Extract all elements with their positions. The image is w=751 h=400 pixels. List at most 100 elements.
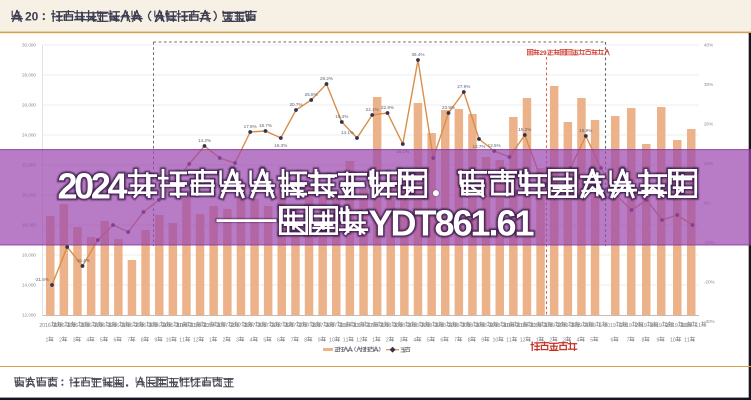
svg-text:7: 7 [266,323,269,329]
svg-text:1: 1 [698,323,701,329]
svg-text:9: 9 [579,323,582,329]
svg-text:2: 2 [271,323,274,329]
svg-text:0: 0 [451,323,454,329]
svg-text:2: 2 [666,323,669,329]
svg-text:29.2%: 29.2% [320,76,333,81]
svg-text:2: 2 [244,323,247,329]
svg-text:2: 2 [475,323,478,329]
svg-text:20%: 20% [704,122,713,127]
svg-text:1: 1 [354,323,357,329]
svg-text:2: 2 [380,323,383,329]
svg-text:0: 0 [560,323,563,329]
svg-text:9: 9 [327,323,330,329]
svg-text:1: 1 [179,338,182,344]
svg-text:2: 2 [68,323,71,329]
svg-text:0: 0 [260,323,263,329]
svg-text:2: 2 [448,323,451,329]
svg-text:1: 1 [522,323,525,329]
svg-text:0: 0 [533,323,536,329]
svg-text:1: 1 [641,323,644,329]
svg-text:6: 6 [102,323,105,329]
svg-text:8: 8 [141,338,144,344]
svg-text:0: 0 [464,323,467,329]
svg-text:5: 5 [263,338,266,344]
svg-text:0: 0 [287,323,290,329]
svg-text:9: 9 [629,323,632,329]
svg-text:-20%: -20% [704,280,715,285]
svg-text:0: 0 [165,323,168,329]
svg-text:YDT861.61: YDT861.61 [369,203,535,244]
svg-text:14,000: 14,000 [22,283,36,288]
svg-text:4: 4 [259,323,262,329]
svg-text:0: 0 [332,338,335,344]
svg-text:2: 2 [650,323,653,329]
svg-text:5: 5 [599,323,602,329]
svg-text:0: 0 [206,323,209,329]
svg-text:30%: 30% [704,82,713,87]
svg-text:6: 6 [62,323,65,329]
svg-text:8: 8 [470,323,473,329]
svg-text:3: 3 [82,323,85,329]
svg-text:4: 4 [422,323,425,329]
svg-text:2: 2 [635,323,638,329]
svg-text:2: 2 [386,338,389,344]
svg-text:24,000: 24,000 [22,133,36,138]
svg-text:6: 6 [114,338,117,344]
svg-text:0: 0 [519,323,522,329]
svg-text:0: 0 [396,323,399,329]
svg-text:3: 3 [572,323,575,329]
svg-text:3: 3 [400,338,403,344]
svg-text:0: 0 [683,323,686,329]
svg-text:2: 2 [67,323,70,329]
svg-text:8: 8 [388,323,391,329]
svg-text:0: 0 [151,323,154,329]
svg-text:40%: 40% [704,43,713,48]
svg-text:1: 1 [209,323,212,329]
svg-text:6: 6 [449,323,452,329]
svg-text:2: 2 [366,323,369,329]
svg-text:2: 2 [570,323,573,329]
svg-text:19.4%: 19.4% [335,114,348,119]
svg-text:5: 5 [272,323,275,329]
svg-text:0: 0 [180,323,183,329]
svg-text:5: 5 [427,338,430,344]
svg-text:1: 1 [368,323,371,329]
svg-text:9: 9 [163,323,166,329]
svg-text:8: 8 [642,338,645,344]
svg-text:0: 0 [83,323,86,329]
svg-text:2: 2 [523,338,526,344]
svg-text:1: 1 [413,323,416,329]
svg-text:2: 2 [502,323,505,329]
svg-text:0: 0 [274,323,277,329]
svg-text:29: 29 [540,50,548,57]
svg-text:14.2%: 14.2% [198,138,211,143]
svg-text:1: 1 [191,323,194,329]
svg-text:30,000: 30,000 [22,43,36,48]
svg-text:9: 9 [689,323,692,329]
svg-text:1: 1 [545,323,548,329]
svg-text:2: 2 [516,323,519,329]
svg-text:0: 0 [505,323,508,329]
svg-text:1: 1 [426,323,429,329]
svg-text:8: 8 [375,323,378,329]
svg-text:28,000: 28,000 [22,73,36,78]
svg-text:7: 7 [635,323,638,329]
svg-text:8: 8 [497,323,500,329]
svg-text:1: 1 [520,338,523,344]
svg-text:9: 9 [552,323,555,329]
svg-text:6: 6 [171,323,174,329]
svg-text:8: 8 [416,323,419,329]
svg-text:5: 5 [109,323,112,329]
svg-text:1: 1 [195,323,198,329]
svg-text:-30%: -30% [704,319,715,324]
svg-text:1: 1 [531,323,534,329]
svg-text:0: 0 [653,323,656,329]
svg-text:7: 7 [291,338,294,344]
svg-text:2: 2 [223,338,226,344]
svg-text:1: 1 [695,323,698,329]
svg-text:0: 0 [492,323,495,329]
svg-text:2: 2 [312,323,315,329]
svg-text:0: 0 [546,323,549,329]
svg-text:8: 8 [429,323,432,329]
svg-text:7: 7 [136,323,139,329]
